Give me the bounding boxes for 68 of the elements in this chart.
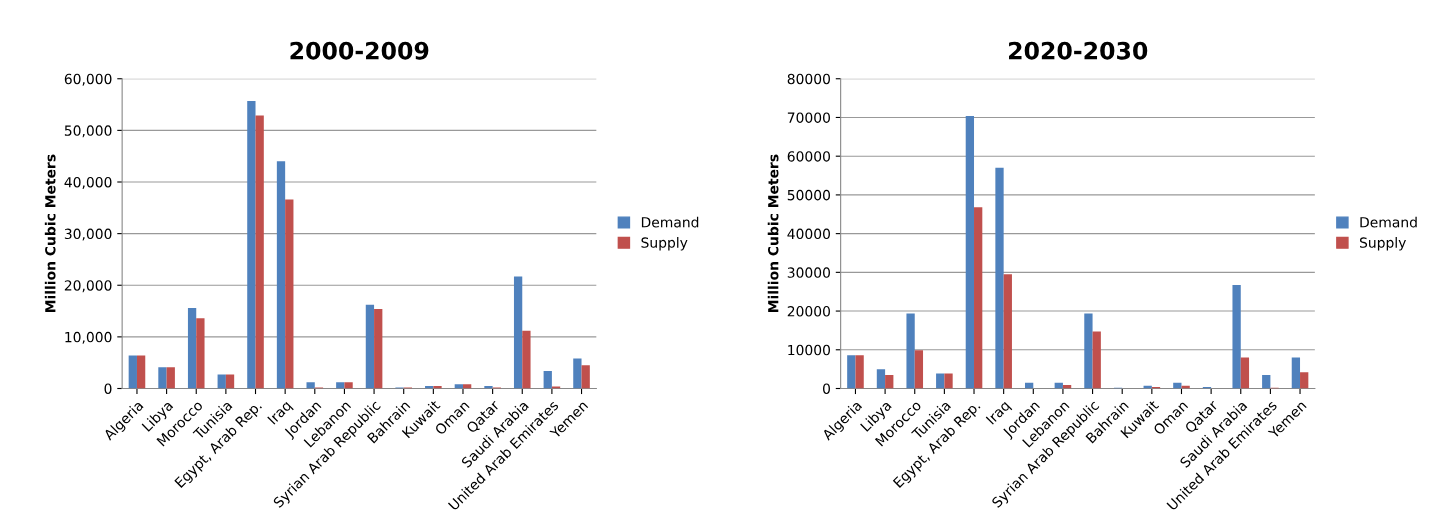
bar (276, 161, 286, 389)
bar (336, 382, 345, 389)
y-tick-label: 50,000 (64, 125, 112, 138)
y-tick-label: 50000 (787, 189, 830, 201)
bar (573, 358, 582, 389)
y-tick-label: 30000 (787, 267, 830, 278)
bar (136, 355, 146, 389)
bar (344, 382, 353, 389)
bar (462, 384, 472, 389)
y-axis-title: Million Cubic Meters (767, 154, 779, 313)
y-tick-label: 20000 (787, 306, 830, 317)
bar (1240, 357, 1250, 389)
bar (306, 382, 315, 389)
bar (217, 374, 226, 389)
y-tick-label: 40,000 (64, 176, 112, 189)
y-tick-label: 20,000 (64, 280, 112, 293)
legend-label: Supply (1359, 237, 1406, 251)
chart-title: 2020-2030 (1009, 41, 1148, 60)
bar (543, 370, 552, 389)
bar (1262, 374, 1271, 389)
bar (285, 199, 294, 389)
bar (128, 355, 137, 389)
bar (1232, 285, 1241, 389)
bar (855, 355, 864, 389)
bar (965, 115, 975, 389)
bar (944, 373, 953, 389)
legend-label: Demand (641, 216, 699, 228)
y-tick-label: 10000 (788, 344, 830, 356)
bar (974, 207, 983, 389)
bar (1084, 313, 1093, 389)
chart-title: 2000-2009 (290, 41, 429, 60)
bar (995, 167, 1004, 389)
y-axis-title: Million Cubic Meters (44, 154, 56, 313)
bar (885, 374, 894, 389)
bar (196, 318, 205, 389)
y-tick-label: 40000 (787, 228, 830, 240)
bar (247, 100, 256, 389)
bar (365, 304, 375, 389)
bar (551, 386, 561, 389)
bar (255, 115, 264, 389)
bar (225, 374, 235, 389)
bar (1291, 357, 1301, 389)
bar (847, 355, 856, 389)
bar (876, 369, 886, 389)
bar (914, 350, 924, 389)
y-tick-label: 30,000 (64, 228, 112, 241)
bar (374, 309, 383, 389)
bar (936, 373, 945, 389)
bar (906, 313, 915, 389)
bar (166, 367, 175, 389)
bar (1300, 372, 1309, 389)
y-tick-label: 0 (104, 383, 112, 394)
y-tick-label: 60000 (787, 151, 830, 162)
bar (187, 307, 197, 389)
bar (522, 330, 531, 389)
bar (513, 276, 523, 389)
y-tick-label: 70000 (787, 112, 830, 123)
y-tick-label: 80000 (787, 73, 830, 85)
y-tick-label: 60,000 (64, 73, 112, 86)
legend-label: Demand (1360, 216, 1417, 228)
bar (454, 384, 463, 389)
legend-label: Supply (641, 237, 688, 251)
y-tick-label: 10,000 (65, 331, 112, 344)
bar (158, 367, 167, 389)
bar (581, 365, 590, 389)
bar (1003, 274, 1012, 389)
y-tick-label: 0 (823, 383, 830, 394)
bar (1092, 331, 1101, 389)
